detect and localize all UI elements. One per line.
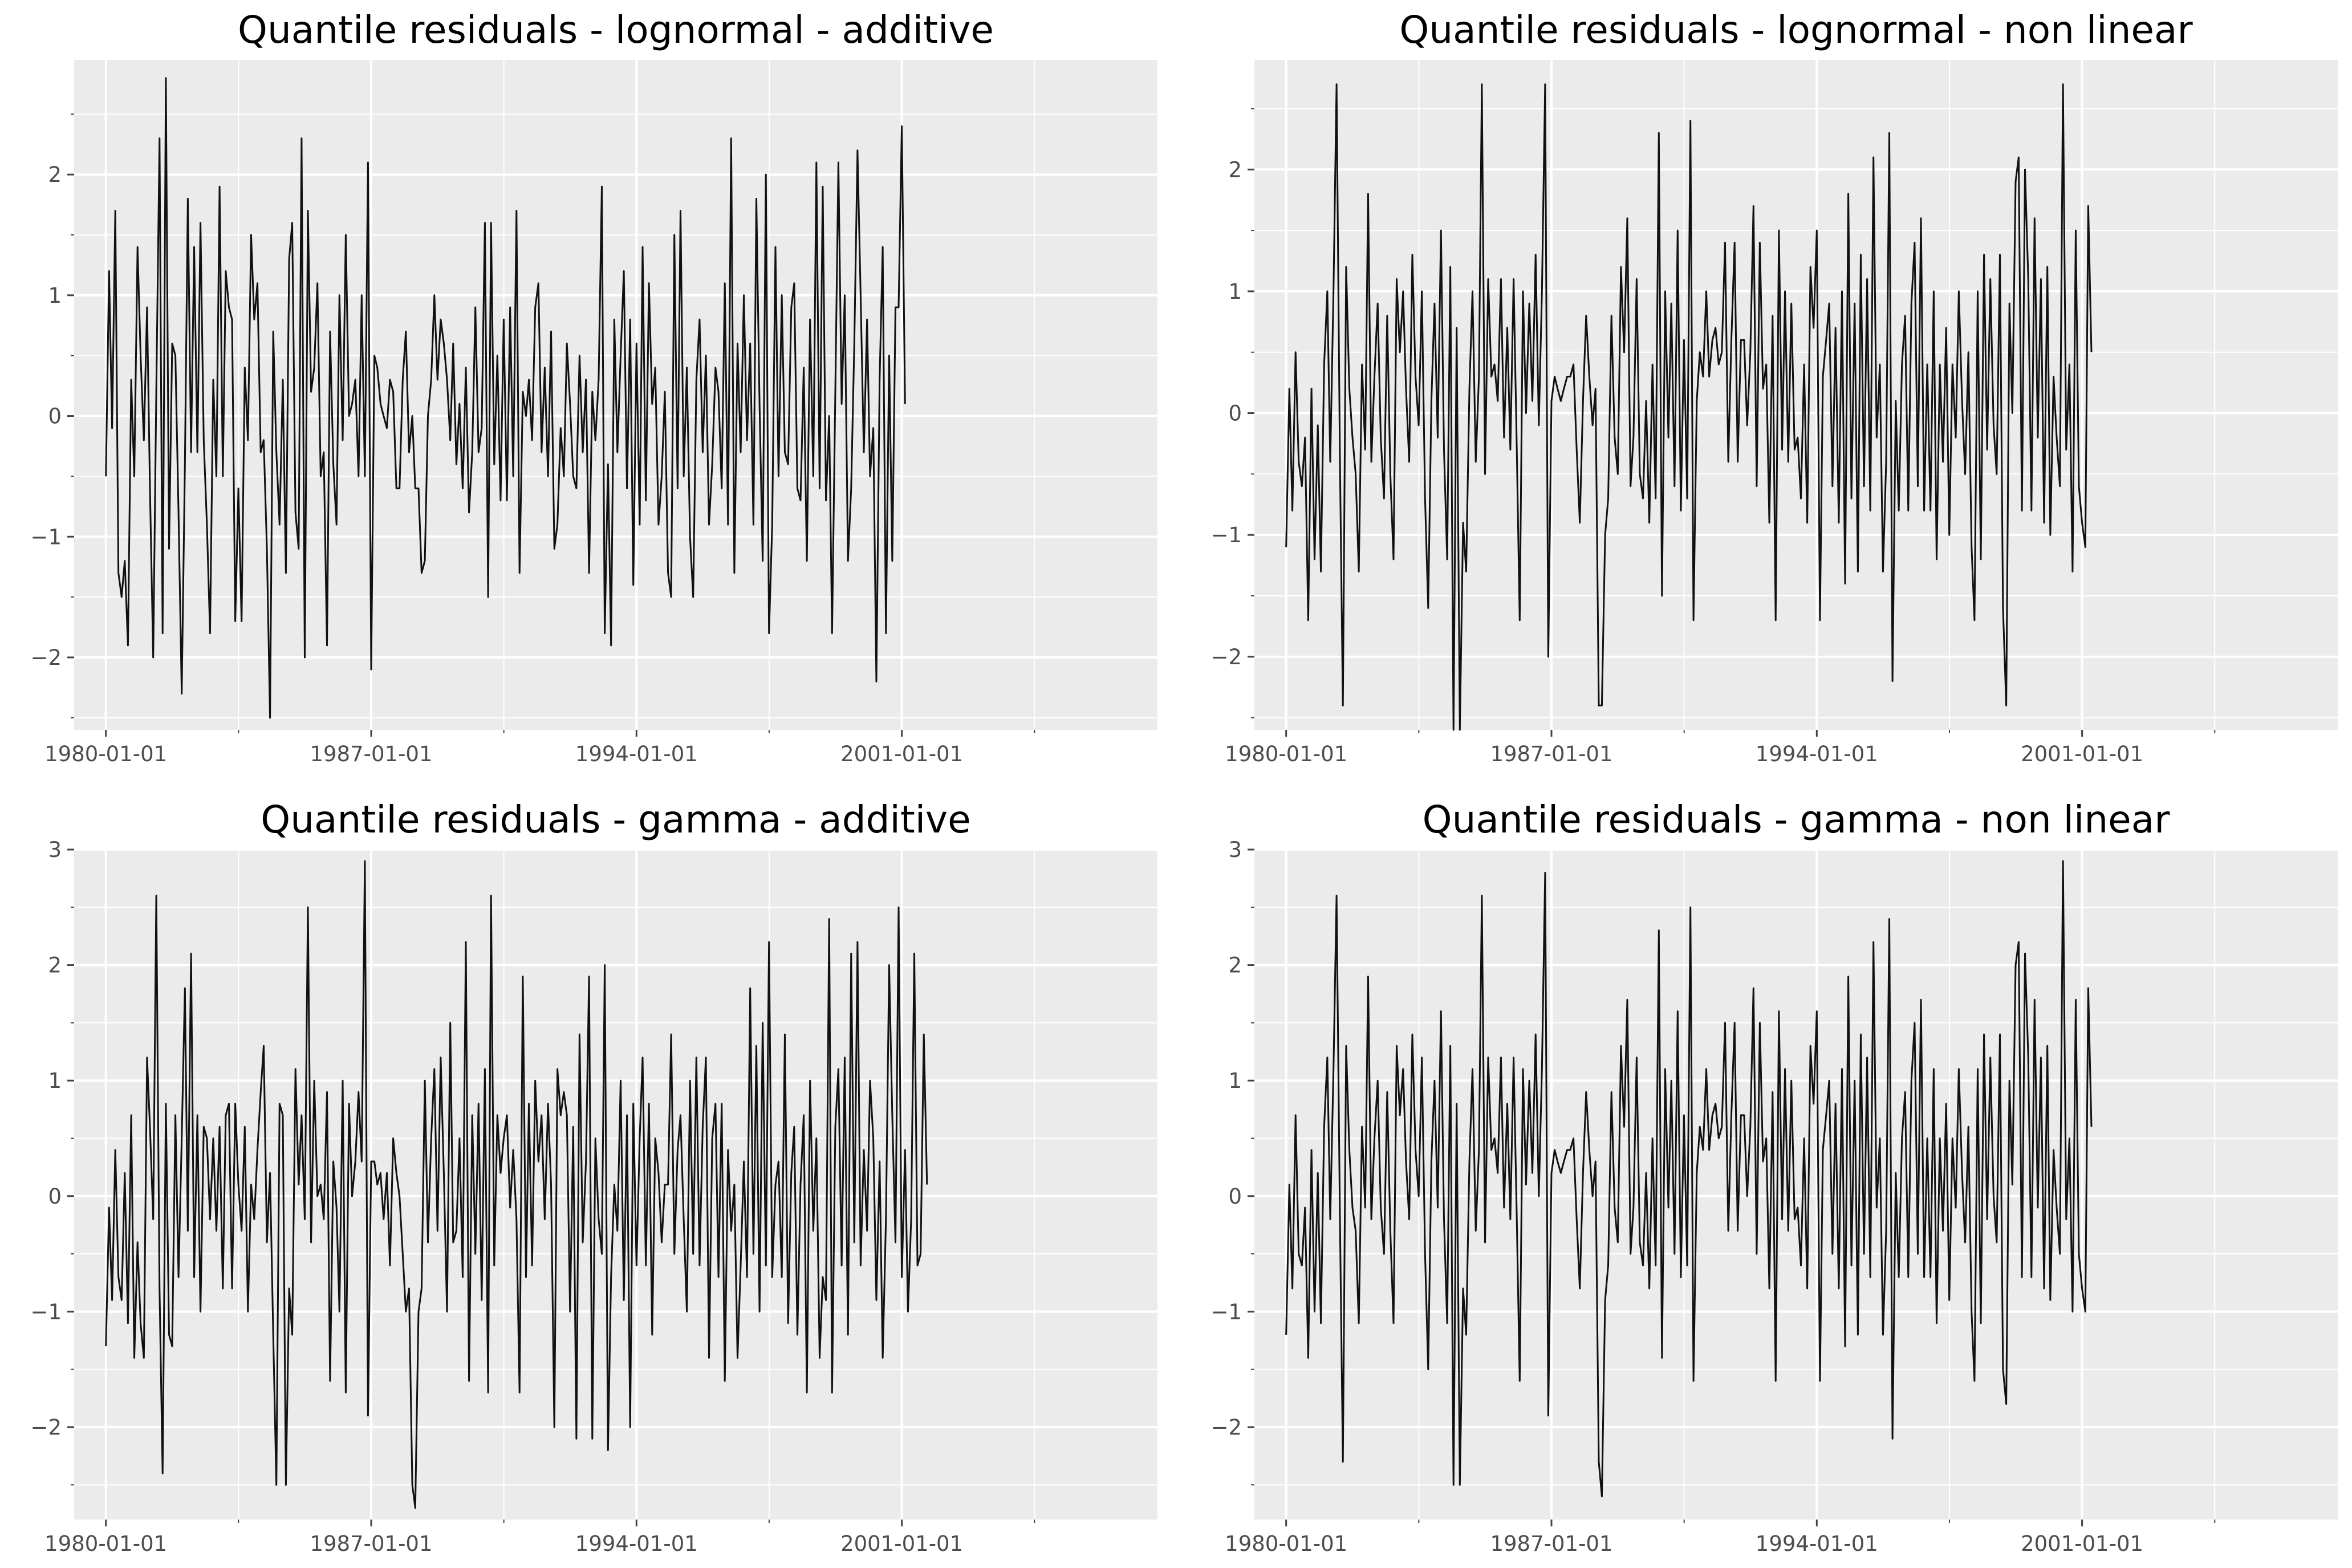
chart-panel: −2 −1 0 1 2 1980-01-01 1987-01-01 1994-01-01 200… xyxy=(1210,8,2338,766)
plot-background xyxy=(1254,850,2338,1520)
x-tick-label: 1987-01-01 xyxy=(1490,1532,1612,1556)
y-tick-label: 1 xyxy=(48,283,62,308)
chart-title: Quantile residuals - gamma - non linear xyxy=(1423,798,2171,842)
x-tick-label: 1980-01-01 xyxy=(44,742,167,766)
x-tick-label: 1980-01-01 xyxy=(44,1532,167,1556)
y-tick-label: −2 xyxy=(30,645,62,670)
x-tick-label: 1994-01-01 xyxy=(575,1532,698,1556)
y-tick-label: 2 xyxy=(48,953,62,978)
chart-title: Quantile residuals - lognormal - additiv… xyxy=(238,8,994,52)
y-tick-label: 1 xyxy=(48,1069,62,1093)
y-tick-label: 1 xyxy=(1228,279,1242,304)
x-tick-label: 2001-01-01 xyxy=(2021,742,2143,766)
x-tick-label: 2001-01-01 xyxy=(840,1532,963,1556)
y-tick-label: 0 xyxy=(48,1184,62,1209)
chart-title: Quantile residuals - gamma - additive xyxy=(261,798,970,842)
y-tick-label: −1 xyxy=(30,1299,62,1324)
y-tick-label: −2 xyxy=(30,1415,62,1440)
residual-series-line xyxy=(1285,83,2093,731)
x-tick-label: 2001-01-01 xyxy=(840,742,963,766)
y-tick-label: 2 xyxy=(48,163,62,187)
y-tick-label: 0 xyxy=(1228,401,1242,426)
y-tick-label: 3 xyxy=(48,838,62,862)
y-tick-label: −2 xyxy=(1210,645,1242,669)
x-tick-label: 1987-01-01 xyxy=(310,742,432,766)
x-tick-label: 1987-01-01 xyxy=(310,1532,432,1556)
y-tick-label: 1 xyxy=(1228,1069,1242,1093)
y-tick-label: 3 xyxy=(1228,838,1242,862)
residual-series-line xyxy=(105,860,928,1509)
chart-title: Quantile residuals - lognormal - non lin… xyxy=(1399,8,2193,52)
y-tick-label: −2 xyxy=(1210,1415,1242,1440)
y-tick-label: 0 xyxy=(1228,1184,1242,1209)
x-tick-label: 1987-01-01 xyxy=(1490,742,1612,766)
plot-background xyxy=(1254,60,2338,730)
y-tick-label: −1 xyxy=(1210,523,1242,547)
y-tick-label: −1 xyxy=(30,525,62,549)
x-tick-label: 1994-01-01 xyxy=(575,742,698,766)
chart-panel: −2 −1 0 1 2 1980-01-01 1987-01-01 1994-01-01 200… xyxy=(30,8,1157,766)
residual-series-line xyxy=(105,77,906,719)
x-tick-label: 1994-01-01 xyxy=(1756,742,1878,766)
chart-panel: −2 −1 0 1 2 3 1980-01-01 1987-01-01 1994-01-01 20… xyxy=(30,798,1157,1556)
y-tick-label: 0 xyxy=(48,404,62,429)
residual-series-line xyxy=(1285,860,2093,1497)
chart-panel: −2 −1 0 1 2 3 1980-01-01 1987-01-01 1994-01-01 20… xyxy=(1210,798,2338,1556)
x-tick-label: 2001-01-01 xyxy=(2021,1532,2143,1556)
y-tick-label: 2 xyxy=(1228,157,1242,182)
plot-background xyxy=(74,850,1157,1520)
y-tick-label: −1 xyxy=(1210,1299,1242,1324)
x-tick-label: 1980-01-01 xyxy=(1225,1532,1347,1556)
x-tick-label: 1994-01-01 xyxy=(1756,1532,1878,1556)
y-tick-label: 2 xyxy=(1228,953,1242,978)
x-tick-label: 1980-01-01 xyxy=(1225,742,1347,766)
